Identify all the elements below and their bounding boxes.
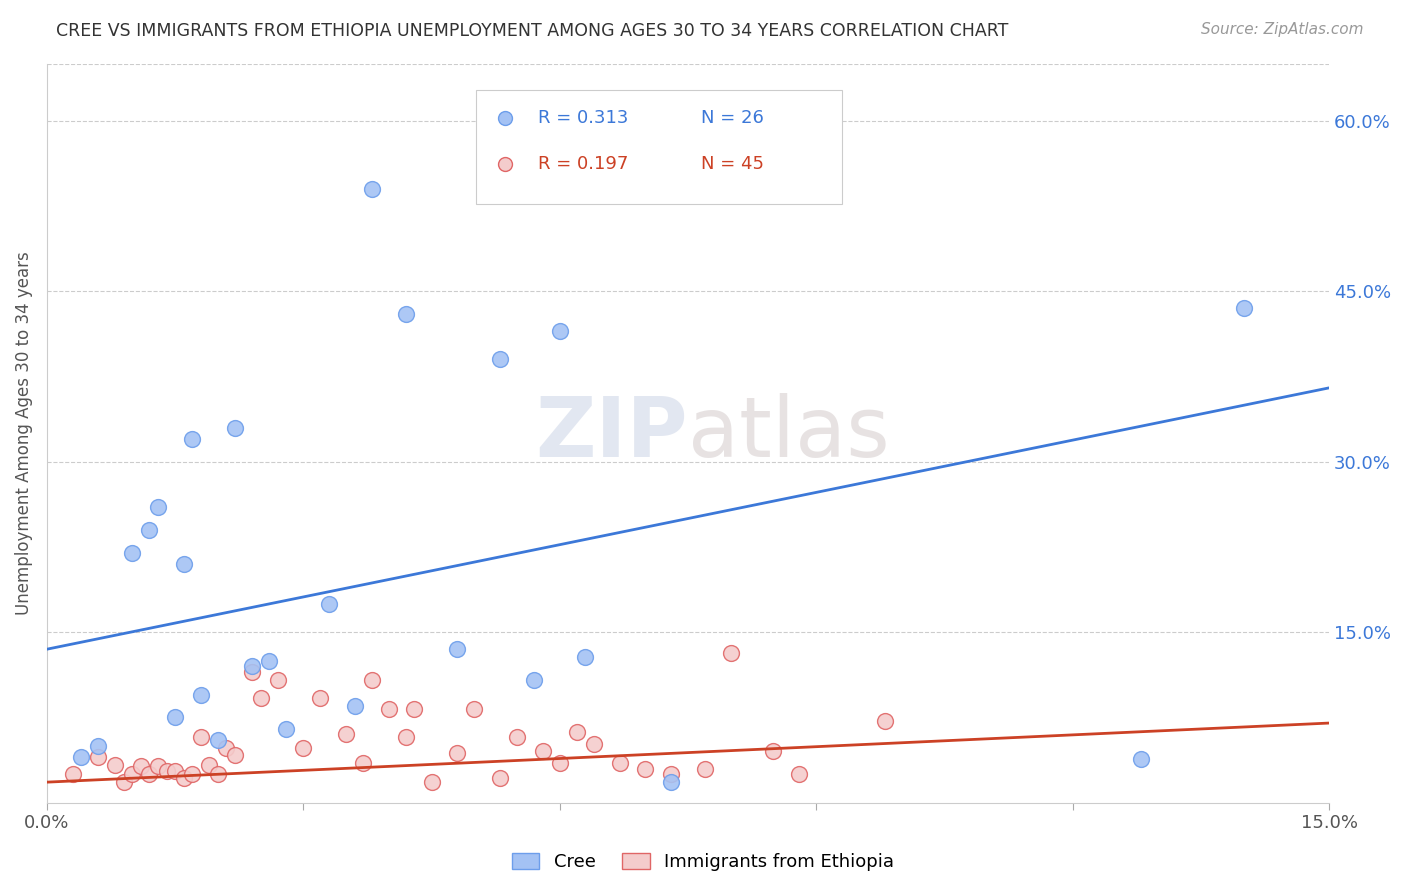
Point: [659, 775, 682, 789]
Point: [489, 352, 512, 367]
Point: [87, 739, 110, 753]
Point: [138, 767, 160, 781]
Point: [129, 759, 152, 773]
Point: [420, 775, 443, 789]
Point: [207, 767, 229, 781]
Point: [335, 727, 357, 741]
Point: [609, 756, 631, 770]
Point: [506, 730, 529, 744]
Point: [787, 767, 810, 781]
Point: [240, 665, 263, 679]
Point: [249, 691, 271, 706]
Point: [446, 746, 468, 760]
Point: [62, 767, 84, 781]
Point: [146, 500, 169, 515]
Point: [693, 762, 716, 776]
Point: [215, 741, 238, 756]
Point: [155, 764, 177, 778]
Text: CREE VS IMMIGRANTS FROM ETHIOPIA UNEMPLOYMENT AMONG AGES 30 TO 34 YEARS CORRELAT: CREE VS IMMIGRANTS FROM ETHIOPIA UNEMPLO…: [56, 22, 1008, 40]
Text: Source: ZipAtlas.com: Source: ZipAtlas.com: [1201, 22, 1364, 37]
FancyBboxPatch shape: [477, 90, 842, 204]
Point: [224, 420, 246, 434]
Point: [404, 702, 426, 716]
Point: [873, 714, 896, 728]
Point: [582, 737, 605, 751]
Point: [112, 775, 135, 789]
Point: [343, 698, 366, 713]
Point: [309, 691, 332, 706]
Point: [121, 767, 143, 781]
Point: [165, 710, 187, 724]
Point: [104, 758, 127, 772]
Point: [173, 557, 195, 571]
Point: [574, 650, 596, 665]
Point: [138, 523, 160, 537]
Point: [548, 324, 571, 338]
Point: [523, 673, 546, 687]
Point: [659, 767, 682, 781]
Y-axis label: Unemployment Among Ages 30 to 34 years: Unemployment Among Ages 30 to 34 years: [15, 252, 32, 615]
Point: [181, 432, 204, 446]
Point: [224, 747, 246, 762]
Text: R = 0.313: R = 0.313: [538, 109, 628, 127]
Point: [70, 750, 93, 764]
Point: [548, 756, 571, 770]
Point: [395, 307, 418, 321]
Point: [181, 767, 204, 781]
Point: [165, 764, 187, 778]
Point: [292, 741, 315, 756]
Point: [360, 182, 382, 196]
Point: [190, 688, 212, 702]
Legend: Cree, Immigrants from Ethiopia: Cree, Immigrants from Ethiopia: [505, 846, 901, 879]
Point: [190, 730, 212, 744]
Text: atlas: atlas: [688, 392, 890, 474]
Point: [266, 673, 288, 687]
Point: [121, 546, 143, 560]
Text: N = 45: N = 45: [700, 155, 763, 173]
Point: [531, 744, 554, 758]
Point: [198, 758, 221, 772]
Point: [207, 733, 229, 747]
Point: [1129, 752, 1152, 766]
Point: [173, 771, 195, 785]
Point: [565, 725, 588, 739]
Point: [146, 759, 169, 773]
Point: [378, 702, 401, 716]
Point: [360, 673, 382, 687]
Point: [446, 642, 468, 657]
Point: [463, 702, 485, 716]
Point: [240, 659, 263, 673]
Point: [318, 597, 340, 611]
Point: [720, 646, 742, 660]
Point: [352, 756, 374, 770]
Point: [276, 722, 298, 736]
Text: N = 26: N = 26: [700, 109, 763, 127]
Point: [257, 654, 280, 668]
Point: [762, 744, 785, 758]
Point: [489, 771, 512, 785]
Point: [634, 762, 657, 776]
Point: [87, 750, 110, 764]
Text: R = 0.197: R = 0.197: [538, 155, 628, 173]
Point: [395, 730, 418, 744]
Point: [1232, 301, 1254, 316]
Text: ZIP: ZIP: [536, 392, 688, 474]
